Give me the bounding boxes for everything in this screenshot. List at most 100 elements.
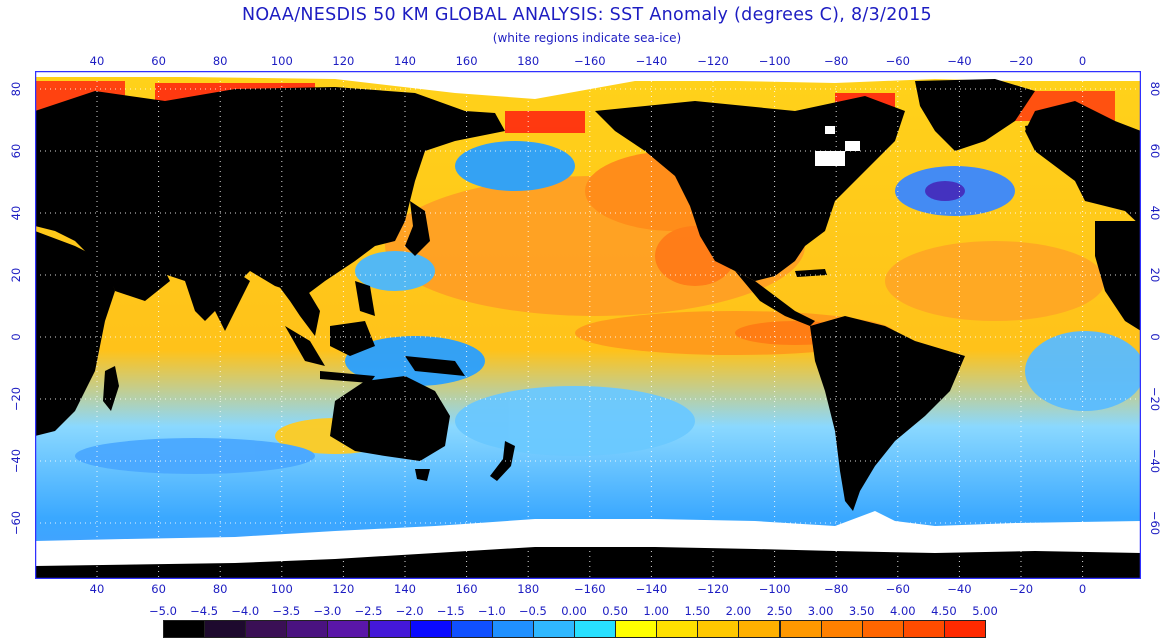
lon-tick-top: 40 [89, 54, 105, 68]
colorbar-swatch [574, 620, 617, 638]
lon-tick-bottom: 40 [89, 582, 105, 596]
lat-tick-left: 0 [9, 333, 23, 341]
lat-tick-left: −20 [9, 386, 23, 412]
lon-tick-top: 180 [517, 54, 540, 68]
colorbar-swatch [327, 620, 370, 638]
colorbar-swatch [697, 620, 740, 638]
colorbar-swatch [902, 620, 945, 638]
colorbar-label: −4.0 [231, 604, 260, 618]
colorbar-swatch [820, 620, 863, 638]
sumatra [285, 326, 325, 366]
colorbar-label: −2.0 [395, 604, 424, 618]
antarctica-land [35, 547, 1141, 579]
central-america [735, 271, 815, 326]
lon-tick-top: −40 [947, 54, 972, 68]
colorbar-label: 4.50 [931, 604, 957, 618]
cool-bering [455, 141, 575, 191]
warm-arctic-chukchi [505, 111, 585, 133]
page-subtitle: (white regions indicate sea-ice) [492, 31, 682, 45]
colorbar-label: −2.5 [354, 604, 383, 618]
lon-tick-bottom: −140 [635, 582, 668, 596]
colorbar-swatch [779, 620, 822, 638]
cool-west-pacific [355, 251, 435, 291]
lon-tick-top: −160 [574, 54, 606, 68]
arctic-ice [35, 71, 1141, 99]
lon-tick-top: 60 [151, 54, 166, 68]
lon-tick-bottom: −120 [697, 582, 729, 596]
colorbar-label: −5.0 [149, 604, 177, 618]
colorbar-label: 0.00 [561, 604, 587, 618]
lon-tick-bottom: 160 [455, 582, 478, 596]
madagascar [103, 366, 119, 411]
colorbar-swatch [163, 620, 206, 638]
lat-tick-left: −60 [9, 510, 23, 536]
lon-tick-top: −20 [1008, 54, 1034, 68]
sea-ice-canada [815, 126, 860, 166]
lon-tick-top: −120 [697, 54, 729, 68]
colorbar-swatch [532, 620, 575, 638]
borneo [330, 321, 375, 356]
lat-tick-right: 60 [1148, 143, 1162, 159]
lat-tick-right: 40 [1148, 205, 1162, 221]
colorbar-swatch [450, 620, 493, 638]
lat-tick-left: 40 [9, 205, 23, 221]
lat-tick-right: 20 [1148, 267, 1162, 283]
lon-tick-bottom: 100 [270, 582, 293, 596]
lat-tick-right: −60 [1148, 510, 1162, 536]
sst-anomaly-map [35, 71, 1141, 579]
landmasses [35, 79, 1141, 511]
cold-north-atlantic [925, 181, 965, 201]
south-america [810, 316, 965, 511]
colorbar-swatch [286, 620, 329, 638]
colorbar-label: 1.00 [643, 604, 669, 618]
colorbar-label: 1.50 [684, 604, 711, 618]
lon-tick-top: 140 [394, 54, 416, 68]
lon-tick-top: −140 [635, 54, 668, 68]
colorbar-swatch [491, 620, 534, 638]
colorbar-label: −3.0 [313, 604, 342, 618]
colorbar-swatch [368, 620, 411, 638]
lon-tick-bottom: −100 [758, 582, 791, 596]
lon-tick-bottom: 120 [332, 582, 355, 596]
lon-tick-bottom: 180 [517, 582, 540, 596]
lon-tick-bottom: −60 [885, 582, 910, 596]
colorbar-swatch [615, 620, 658, 638]
lon-tick-top: 160 [455, 54, 478, 68]
lon-tick-bottom: 0 [1078, 582, 1087, 596]
japan [405, 201, 430, 256]
cool-south-indian [75, 438, 315, 474]
cuba [795, 269, 827, 277]
colorbar-label: 4.00 [889, 604, 916, 618]
new-zealand [490, 441, 515, 481]
greenland [915, 79, 1035, 151]
page-title: NOAA/NESDIS 50 KM GLOBAL ANALYSIS: SST A… [242, 5, 932, 25]
indochina [275, 281, 320, 336]
java [320, 371, 375, 383]
lon-tick-top: 80 [212, 54, 228, 68]
iceland [1025, 123, 1047, 135]
lat-tick-left: 20 [9, 267, 23, 283]
lat-tick-left: 60 [9, 143, 23, 159]
colorbar-swatch [245, 620, 288, 638]
africa-west [1095, 221, 1141, 331]
british-isles [1075, 149, 1093, 176]
colorbar-label: −4.5 [190, 604, 219, 618]
africa-east [35, 231, 115, 436]
lon-tick-top: −80 [824, 54, 849, 68]
lon-tick-top: 100 [270, 54, 293, 68]
lon-tick-bottom: −20 [1008, 582, 1034, 596]
colorbar-label: −0.5 [518, 604, 547, 618]
colorbar-swatch [943, 620, 986, 638]
lon-tick-bottom: −40 [947, 582, 972, 596]
lat-tick-right: −20 [1148, 386, 1162, 412]
lon-tick-bottom: −80 [824, 582, 849, 596]
new-guinea [405, 356, 465, 376]
lon-tick-top: −100 [758, 54, 791, 68]
lon-tick-top: −60 [885, 54, 910, 68]
lat-tick-left: −40 [9, 448, 23, 474]
map-frame [35, 71, 1141, 579]
lat-tick-right: 80 [1148, 81, 1162, 97]
colorbar-label: 2.50 [766, 604, 793, 618]
colorbar-swatch [738, 620, 781, 638]
colorbar-label: −3.5 [272, 604, 301, 618]
